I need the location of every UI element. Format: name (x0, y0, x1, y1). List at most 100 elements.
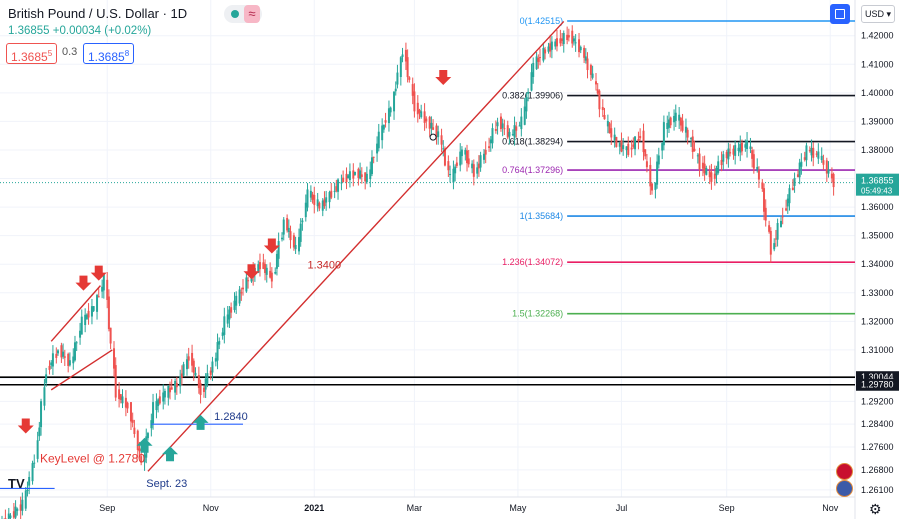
indicator-toggle[interactable]: ≈ (224, 5, 262, 23)
candle-body (773, 243, 776, 250)
candle-body (606, 120, 609, 127)
candle-body (228, 309, 231, 320)
annotation-sept23: Sept. 23 (146, 478, 187, 490)
price-change: +0.00034 (+0.02%) (52, 25, 152, 37)
candle-body (477, 163, 480, 169)
candle-body (354, 171, 357, 175)
candle-body (63, 356, 66, 358)
sell-price-button[interactable]: 1.36855 (6, 43, 58, 64)
candle-body (369, 169, 372, 180)
candle-body (311, 194, 314, 200)
expand-button[interactable] (830, 4, 850, 24)
trend-line (147, 20, 565, 472)
current-price-tag (856, 173, 899, 196)
price-tick-label: 1.26100 (861, 485, 894, 495)
price-tick-label: 1.33000 (861, 288, 894, 298)
candle-body (281, 237, 284, 240)
candle-body (12, 511, 15, 518)
candle-body (87, 310, 90, 318)
price-tick-label: 1.41000 (861, 59, 894, 69)
candle-body (345, 173, 348, 183)
candle-body (513, 125, 516, 138)
candle-body (472, 164, 475, 177)
symbol-title: British Pound / U.S. Dollar · 1D (8, 6, 188, 21)
candle-body (639, 135, 642, 139)
candle-body (48, 365, 51, 370)
price-tick-label: 1.31000 (861, 345, 894, 355)
candle-body (691, 136, 694, 153)
candle-body (152, 402, 155, 424)
fib-level-label: 0(1.42515) (520, 16, 564, 26)
candle-body (566, 34, 569, 41)
tradingview-logo: TV (8, 476, 25, 491)
candle-body (365, 173, 368, 183)
candle-body (370, 157, 373, 174)
candle-body (113, 348, 116, 369)
currency-select[interactable]: USD ▾ (861, 5, 895, 23)
candle-body (423, 111, 426, 123)
candle-body (501, 123, 504, 128)
candle-body (701, 162, 704, 169)
candle-body (129, 402, 132, 422)
candle-body (73, 342, 76, 361)
candle-body (637, 138, 640, 141)
candle-body (589, 65, 592, 75)
buy-price: 1.3685 (88, 50, 125, 64)
buy-arrow-icon (162, 446, 179, 462)
trend-touch-marker (429, 133, 437, 141)
candle-body (51, 353, 54, 367)
candle-body (233, 300, 236, 310)
candle-body (822, 160, 825, 165)
gear-icon[interactable]: ⚙ (869, 501, 882, 517)
candle-body (763, 188, 766, 212)
candle-body (96, 295, 99, 312)
candle-body (270, 272, 273, 282)
candle-body (221, 332, 224, 336)
candle-body (454, 166, 457, 174)
candle-body (511, 134, 514, 136)
candle-body (223, 316, 226, 335)
candle-body (321, 200, 324, 211)
candle-body (328, 192, 331, 203)
sell-arrow-icon (243, 264, 260, 280)
candle-body (732, 148, 735, 155)
candle-body (547, 46, 550, 52)
candle-body (163, 390, 166, 398)
annotation-1340: 1.3400 (307, 259, 341, 271)
candle-body (264, 263, 267, 273)
candle-body (705, 167, 708, 175)
candle-body (734, 145, 737, 156)
spread-value: 0.3 (62, 46, 78, 58)
candle-body (31, 463, 34, 482)
symbol-header[interactable]: British Pound / U.S. Dollar · 1D (8, 6, 187, 21)
candle-body (179, 376, 182, 387)
candle-body (805, 145, 808, 161)
candle-body (703, 163, 706, 174)
candle-body (803, 157, 806, 160)
candle-body (727, 148, 730, 160)
candle-body (287, 227, 290, 232)
last-price: 1.36855 (8, 25, 50, 37)
candle-body (527, 91, 530, 94)
candle-body (24, 490, 27, 509)
time-tick-label: 2021 (304, 503, 324, 513)
buy-price-button[interactable]: 1.36858 (83, 43, 135, 64)
candle-body (411, 84, 414, 96)
candle-body (28, 476, 31, 486)
expand-icon (835, 9, 845, 19)
candle-body (825, 160, 828, 174)
candle-body (596, 89, 599, 94)
candle-body (55, 353, 58, 358)
candle-body (216, 342, 219, 361)
candle-body (554, 41, 557, 47)
candle-body (170, 387, 173, 390)
candle-body (162, 392, 165, 402)
candle-body (191, 352, 194, 366)
buy-price-pip: 8 (124, 49, 130, 58)
candle-body (347, 175, 350, 179)
candle-body (749, 146, 752, 149)
key-level-tag-text: 1.30044 (861, 372, 894, 382)
time-tick-label: Sep (99, 503, 115, 513)
fib-level-label: 0.382(1.39906) (502, 91, 563, 101)
